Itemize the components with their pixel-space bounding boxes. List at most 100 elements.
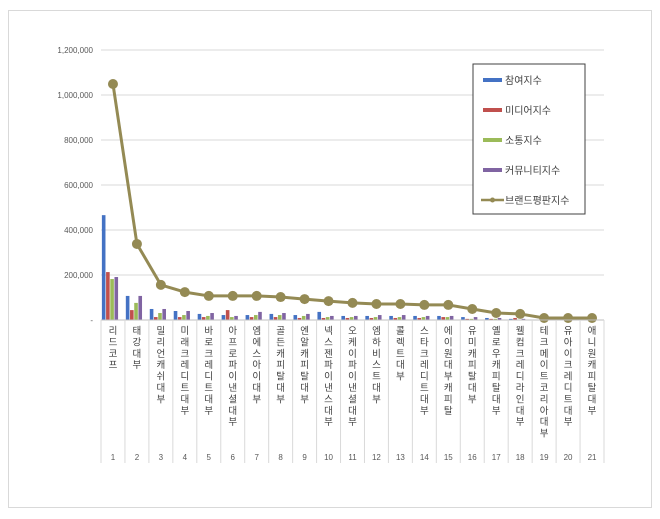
x-category-label-char: 디 — [564, 383, 573, 394]
y-tick-label: 1,000,000 — [57, 91, 93, 100]
bar-series — [101, 215, 598, 320]
x-category-label-char: 태 — [133, 326, 142, 337]
x-category-label-char: 로 — [492, 337, 501, 348]
bar-소통지수 — [230, 317, 234, 320]
x-category-label-char: 엔 — [300, 326, 309, 337]
x-category-label-char: 낸 — [228, 383, 237, 394]
x-category-label-char: 이 — [348, 372, 357, 383]
x-category-label-char: 렉 — [396, 337, 405, 348]
x-category-label-char: 탈 — [444, 405, 453, 417]
bar-소통지수 — [301, 315, 306, 320]
bar-참여지수 — [341, 315, 345, 320]
x-category-label-char: 피 — [468, 360, 477, 371]
bar-참여지수 — [317, 311, 322, 320]
x-category-label-char: 낸 — [348, 383, 357, 394]
x-category-label-char: 강 — [133, 337, 142, 348]
x-category-label-char: 대 — [157, 383, 166, 394]
bar-참여지수 — [509, 318, 513, 320]
x-category-label-char: 대 — [540, 417, 549, 428]
line-marker — [515, 308, 526, 319]
bar-미디어지수 — [441, 317, 446, 320]
x-category-label-char: 대 — [324, 406, 333, 417]
x-category-label-char: 레 — [516, 360, 525, 371]
x-category-label-char: 리 — [157, 337, 166, 348]
x-category-number: 13 — [396, 453, 405, 462]
x-category-label-char: 대 — [396, 360, 405, 371]
line-marker — [131, 238, 142, 249]
x-category-label-char: 스 — [420, 326, 429, 337]
x-category-label-char: 바 — [204, 326, 213, 337]
x-category-label-char: 프 — [228, 337, 237, 348]
x-category-label-char: 대 — [372, 383, 381, 394]
x-category-label-char: 트 — [564, 394, 573, 405]
x-category-label-char: 부 — [133, 360, 142, 371]
bar-참여지수 — [221, 315, 226, 320]
x-category-label-char: 옐 — [492, 326, 501, 337]
bar-소통지수 — [325, 317, 330, 320]
line-marker — [107, 78, 118, 89]
x-category-label-char: 부 — [564, 417, 573, 428]
x-category-label-char: 유 — [468, 326, 477, 337]
x-category-label-char: 파 — [228, 360, 237, 371]
gridlines — [101, 49, 604, 276]
x-category-label-char: 피 — [444, 394, 453, 405]
legend-swatch — [483, 168, 502, 172]
bar-미디어지수 — [225, 310, 230, 320]
x-category-label-char: 낸 — [324, 383, 333, 394]
x-category-label-char: 대 — [516, 406, 525, 417]
bar-소통지수 — [445, 317, 450, 320]
x-category-number: 20 — [564, 453, 573, 462]
x-category-label-char: 셜 — [348, 394, 357, 405]
x-category-number: 12 — [372, 453, 381, 462]
x-category-label-char: 원 — [588, 349, 597, 360]
x-category-label-char: 대 — [564, 406, 573, 417]
x-category-number: 4 — [183, 453, 188, 462]
x-category-label-char: 타 — [420, 337, 429, 348]
legend-item-label: 브랜드평판지수 — [505, 195, 569, 207]
x-category-label-char: 트 — [396, 349, 405, 360]
x-category-label-char: 대 — [444, 360, 453, 371]
y-tick-label: 200,000 — [64, 271, 93, 280]
x-category-label-char: 니 — [588, 337, 597, 348]
line-marker — [419, 299, 430, 310]
x-category-label-char: 레 — [204, 360, 213, 371]
x-category-label-char: 콜 — [396, 326, 405, 337]
x-category-label-char: 피 — [588, 372, 597, 383]
bar-미디어지수 — [393, 317, 398, 320]
bar-미디어지수 — [177, 317, 182, 320]
bar-커뮤니티지수 — [497, 317, 502, 320]
x-category-label-char: 피 — [276, 360, 285, 371]
x-category-label-char: 미 — [468, 337, 477, 348]
x-category-label-char: 부 — [372, 394, 381, 405]
legend-swatch — [483, 108, 502, 112]
x-category-label-char: 대 — [492, 394, 501, 405]
y-tick-label: - — [90, 316, 93, 325]
bar-커뮤니티지수 — [521, 318, 526, 320]
bar-소통지수 — [182, 315, 186, 320]
x-category-label-char: 에 — [444, 326, 453, 337]
legend-swatch — [483, 138, 502, 142]
x-category-label-char: 스 — [372, 360, 381, 371]
line-marker — [179, 287, 190, 298]
x-category-label-char: 부 — [180, 406, 189, 417]
line-marker — [203, 290, 214, 301]
x-category-label-char: 언 — [157, 348, 166, 360]
bar-참여지수 — [125, 295, 130, 320]
x-category-number: 15 — [444, 453, 453, 462]
bar-참여지수 — [413, 315, 417, 320]
x-category-label-char: 트 — [540, 372, 549, 383]
line-marker — [227, 290, 238, 301]
x-category-label-char: 대 — [348, 406, 357, 417]
bar-미디어지수 — [249, 317, 254, 320]
x-category-label-char: 파 — [324, 360, 333, 371]
x-category-label-char: 캐 — [588, 360, 597, 371]
x-category-label-char: 셜 — [228, 394, 237, 405]
x-category-label-char: 에 — [252, 337, 261, 348]
line-marker — [491, 308, 502, 319]
legend-item-label: 미디어지수 — [505, 105, 551, 117]
x-category-number: 9 — [302, 453, 307, 462]
bar-커뮤니티지수 — [330, 315, 334, 320]
x-category-label-char: 프 — [109, 360, 118, 371]
x-category-label-char: 대 — [588, 394, 597, 405]
